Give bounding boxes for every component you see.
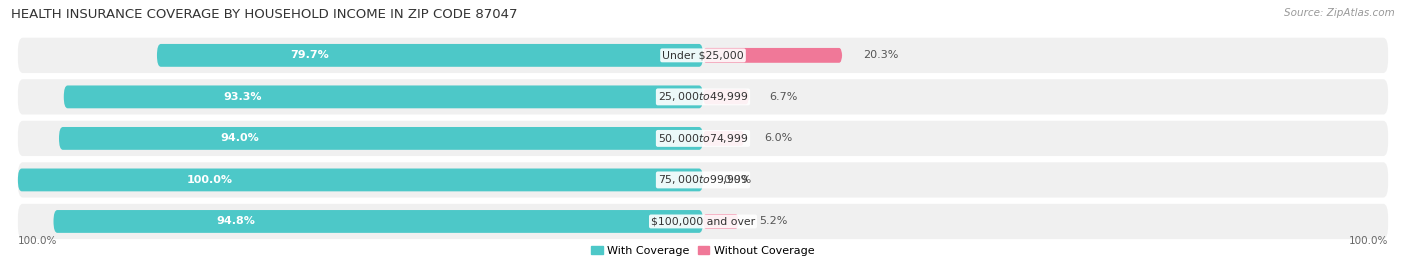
Text: 79.7%: 79.7% xyxy=(291,50,329,60)
FancyBboxPatch shape xyxy=(157,44,703,67)
Text: 100.0%: 100.0% xyxy=(1348,236,1388,246)
FancyBboxPatch shape xyxy=(18,79,1388,115)
FancyBboxPatch shape xyxy=(18,204,1388,239)
Text: 94.0%: 94.0% xyxy=(219,133,259,143)
Text: 5.2%: 5.2% xyxy=(759,217,787,226)
Text: 93.3%: 93.3% xyxy=(224,92,262,102)
Text: $25,000 to $49,999: $25,000 to $49,999 xyxy=(658,90,748,103)
Text: $100,000 and over: $100,000 and over xyxy=(651,217,755,226)
Text: Source: ZipAtlas.com: Source: ZipAtlas.com xyxy=(1284,8,1395,18)
FancyBboxPatch shape xyxy=(63,86,703,108)
Text: 20.3%: 20.3% xyxy=(863,50,898,60)
Text: 6.0%: 6.0% xyxy=(765,133,793,143)
Text: $50,000 to $74,999: $50,000 to $74,999 xyxy=(658,132,748,145)
Text: 6.7%: 6.7% xyxy=(769,92,797,102)
Legend: With Coverage, Without Coverage: With Coverage, Without Coverage xyxy=(588,242,818,260)
FancyBboxPatch shape xyxy=(18,38,1388,73)
Text: 100.0%: 100.0% xyxy=(18,236,58,246)
FancyBboxPatch shape xyxy=(18,162,1388,197)
FancyBboxPatch shape xyxy=(703,48,842,63)
Text: 0.0%: 0.0% xyxy=(724,175,752,185)
Text: HEALTH INSURANCE COVERAGE BY HOUSEHOLD INCOME IN ZIP CODE 87047: HEALTH INSURANCE COVERAGE BY HOUSEHOLD I… xyxy=(11,8,517,21)
FancyBboxPatch shape xyxy=(18,121,1388,156)
FancyBboxPatch shape xyxy=(59,127,703,150)
Text: 94.8%: 94.8% xyxy=(217,217,254,226)
FancyBboxPatch shape xyxy=(703,90,749,104)
FancyBboxPatch shape xyxy=(18,168,703,191)
Text: Under $25,000: Under $25,000 xyxy=(662,50,744,60)
FancyBboxPatch shape xyxy=(703,214,738,229)
Text: $75,000 to $99,999: $75,000 to $99,999 xyxy=(658,174,748,186)
Text: 100.0%: 100.0% xyxy=(187,175,233,185)
FancyBboxPatch shape xyxy=(703,131,744,146)
FancyBboxPatch shape xyxy=(53,210,703,233)
